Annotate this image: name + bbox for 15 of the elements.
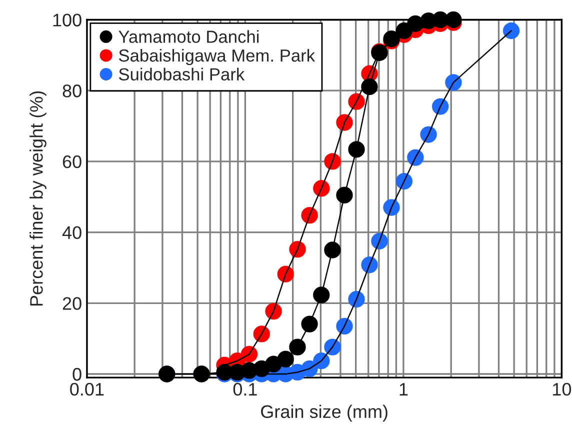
x-axis-title: Grain size (mm) bbox=[261, 404, 388, 422]
y-tick-label: 60 bbox=[62, 155, 82, 168]
x-tick-label: 1 bbox=[400, 383, 408, 396]
y-tick-label: 0 bbox=[72, 368, 82, 381]
x-tick-label: 0.1 bbox=[233, 382, 257, 396]
legend-label: Yamamoto Danchi bbox=[118, 30, 259, 43]
y-tick-label: 40 bbox=[62, 226, 82, 240]
y-tick-label: 80 bbox=[62, 84, 82, 98]
legend-label: Sabaishigawa Mem. Park bbox=[118, 48, 316, 66]
x-tick-label: 0.01 bbox=[70, 382, 104, 396]
legend-label: Suidobashi Park bbox=[118, 68, 245, 80]
y-axis-title: Percent finer by weight (%) bbox=[30, 91, 46, 306]
x-tick-label: 10 bbox=[553, 382, 572, 396]
y-tick-label: 100 bbox=[53, 14, 82, 26]
y-tick-label: 20 bbox=[62, 297, 82, 310]
